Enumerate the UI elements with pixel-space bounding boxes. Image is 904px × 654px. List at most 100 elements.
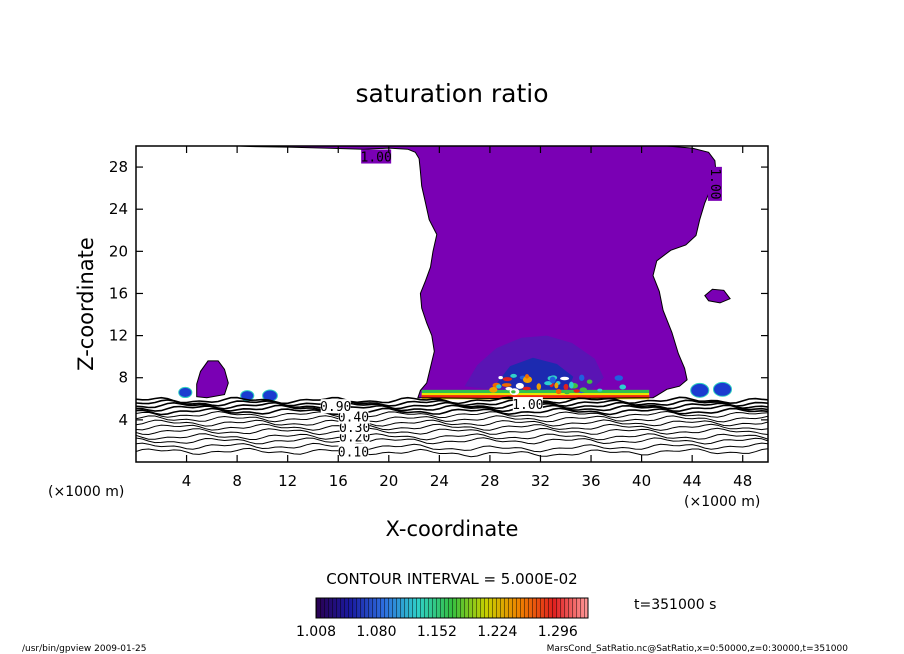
x-tick-label: 36 — [581, 472, 600, 490]
saturated-plume — [240, 146, 717, 399]
contour-label-text: 1.00 — [512, 398, 543, 413]
x-tick-label: 48 — [733, 472, 752, 490]
band-speck — [511, 390, 516, 394]
band-speck — [498, 375, 503, 380]
band-speck — [554, 382, 559, 389]
contour-lines-layer — [136, 146, 768, 458]
colorbar-tick-label: 1.080 — [356, 624, 396, 640]
band-speck — [496, 384, 502, 389]
band-speck — [579, 387, 588, 393]
x-tick-label: 20 — [379, 472, 398, 490]
y-tick-label: 12 — [109, 327, 128, 345]
contour-label: 0.30 — [339, 420, 370, 436]
supersaturated-band — [421, 373, 650, 400]
contour-label-text: 0.10 — [338, 445, 369, 460]
x-tick-label: 8 — [232, 472, 242, 490]
contour-interval-label: CONTOUR INTERVAL = 5.000E-02 — [326, 570, 577, 588]
y-tick-label: 16 — [109, 284, 128, 302]
band-speck — [563, 383, 569, 390]
band-speck — [536, 383, 542, 390]
colorbar-tick-label: 1.296 — [538, 624, 578, 640]
band-speck — [515, 382, 524, 389]
band-speck — [579, 374, 585, 381]
band-speck — [614, 375, 624, 381]
contour-line-small — [704, 288, 731, 304]
y-axis-label: Z-coordinate — [74, 237, 98, 371]
surface-speck — [178, 386, 193, 399]
band-speck — [502, 377, 513, 382]
contour-label: 0.40 — [338, 409, 369, 426]
x-tick-label: 44 — [683, 472, 702, 490]
band-speck — [524, 374, 530, 379]
contour-label: 1.00 — [707, 166, 722, 201]
contour-label-text: 0.40 — [338, 411, 369, 426]
band-red — [421, 395, 650, 399]
band-speck — [505, 387, 513, 391]
band-speck — [522, 386, 531, 391]
colorbar-tick-label: 1.008 — [296, 624, 336, 640]
band-green — [421, 389, 650, 394]
contour-labels-layer: 0.100.200.300.400.90 1.00 1.00 1.00 — [320, 149, 722, 460]
contour-line — [136, 404, 768, 413]
saturated-blob-right — [704, 289, 731, 303]
contour-line — [136, 442, 768, 453]
band-speck — [597, 388, 603, 392]
contour-line — [136, 447, 768, 458]
surface-speck — [712, 381, 733, 397]
x-axis-ticks: 4 8 12 16 20 24 28 32 36 40 44 48 — [182, 146, 752, 490]
contour-label-text: 0.90 — [320, 400, 351, 415]
y-tick-label: 24 — [109, 200, 128, 218]
colorbar-ticks: 1.008 1.080 1.152 1.224 1.296 — [296, 624, 578, 640]
contour-line — [136, 410, 768, 419]
footer-right: MarsCond_SatRatio.nc@SatRatio,x=0:50000,… — [547, 644, 849, 654]
x-tick-label: 40 — [632, 472, 651, 490]
y-tick-label: 28 — [109, 158, 128, 176]
plot-area: 0.100.200.300.400.90 1.00 1.00 1.00 — [136, 146, 768, 460]
contour-label-text: 0.30 — [339, 421, 370, 436]
y-tick-label: 4 — [118, 411, 128, 429]
contour-line — [136, 419, 768, 427]
contour-line-blob — [196, 360, 229, 399]
contour-label-text: 0.20 — [339, 431, 370, 446]
surface-speck — [240, 390, 255, 402]
band-speck — [549, 376, 556, 384]
chart-title: saturation ratio — [355, 79, 548, 108]
x-tick-label: 32 — [531, 472, 550, 490]
contour-label: 0.90 — [320, 399, 351, 415]
contour-line — [136, 415, 768, 423]
contour-line — [136, 407, 768, 416]
saturated-blob-left — [196, 360, 229, 398]
band-speck — [619, 384, 627, 390]
band-speck — [544, 381, 553, 386]
band-speck — [489, 386, 498, 393]
contour-label-text: 1.00 — [361, 151, 392, 166]
y-axis-ticks: 4 8 12 16 20 24 28 — [109, 158, 768, 429]
x-tick-label: 24 — [430, 472, 449, 490]
contour-label-text: 1.00 — [707, 168, 722, 199]
y-tick-label: 20 — [109, 242, 128, 260]
x-axis-label: X-coordinate — [386, 517, 519, 541]
band-speck — [560, 376, 570, 381]
contour-line-1-00 — [230, 146, 717, 400]
colorbar-frame — [315, 597, 589, 619]
contour-label: 0.10 — [338, 444, 369, 460]
x-tick-label: 28 — [480, 472, 499, 490]
footer-left: /usr/bin/gpview 2009-01-25 — [22, 644, 146, 654]
x-tick-label: 12 — [278, 472, 297, 490]
x-tick-label: 16 — [329, 472, 348, 490]
contour-label: 1.00 — [361, 149, 392, 166]
colorbar-tick-label: 1.224 — [477, 624, 517, 640]
colorbar-stripes — [316, 598, 588, 618]
band-speck — [573, 389, 580, 393]
x-axis-unit-right: (×1000 m) — [684, 494, 760, 510]
y-tick-label: 8 — [118, 369, 128, 387]
plot-frame — [135, 145, 769, 463]
contour-line — [136, 396, 768, 405]
surface-speck — [690, 382, 710, 398]
band-speck — [564, 389, 570, 395]
band-speck — [501, 383, 512, 387]
x-axis-unit-left: (×1000 m) — [48, 484, 124, 500]
band-speck — [555, 389, 562, 395]
saturation-fill-layer — [178, 146, 733, 402]
